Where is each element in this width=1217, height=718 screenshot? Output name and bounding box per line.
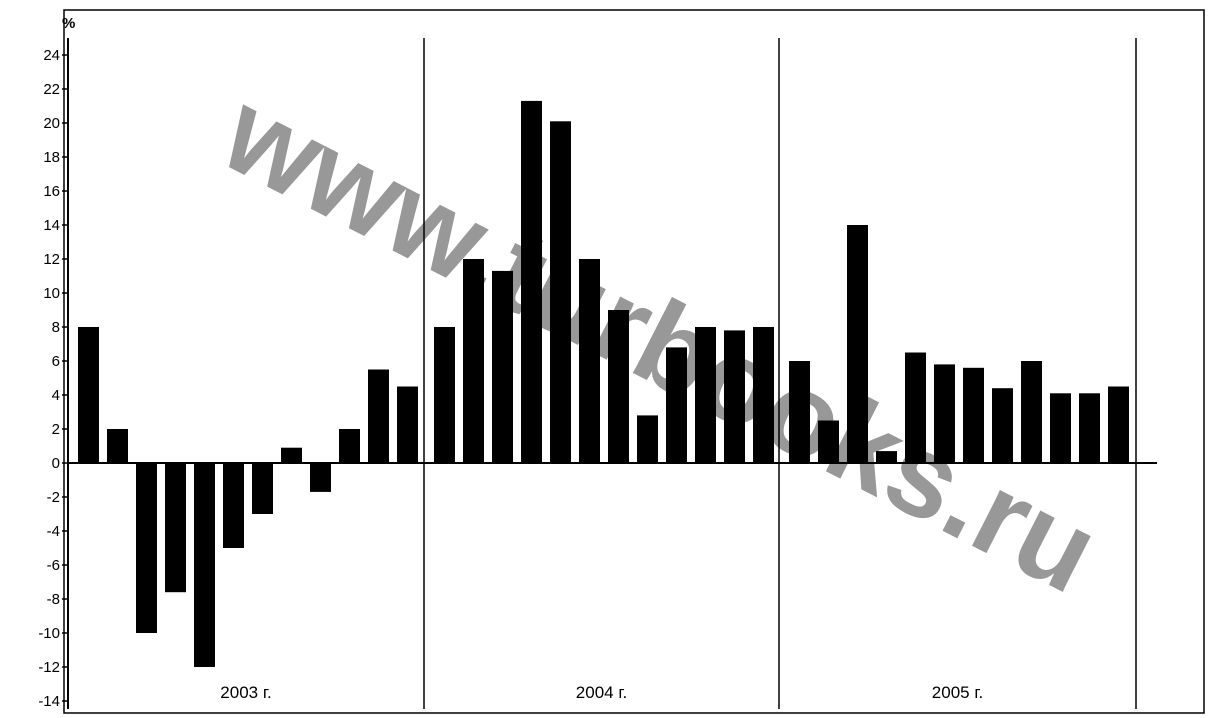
bar	[550, 121, 571, 464]
bar	[1021, 361, 1042, 463]
bar	[339, 429, 360, 463]
bar	[992, 388, 1013, 463]
bar	[521, 100, 542, 464]
bar	[136, 463, 157, 633]
bars-layer	[78, 100, 1129, 667]
bar	[78, 327, 99, 463]
bar	[223, 463, 244, 548]
bar	[281, 447, 302, 463]
y-tick-label: -4	[47, 523, 60, 540]
bar	[695, 327, 716, 463]
bar	[434, 327, 455, 463]
bar	[368, 369, 389, 463]
y-tick-label: -6	[47, 557, 60, 574]
y-tick-label: -10	[38, 625, 60, 642]
y-tick-label: 6	[52, 353, 60, 370]
y-tick-label: 16	[43, 183, 60, 200]
y-tick-label: -12	[38, 659, 60, 676]
bar	[463, 259, 484, 463]
bar	[934, 364, 955, 463]
year-label: 2004 г.	[576, 683, 627, 702]
y-tick-label: 10	[43, 285, 60, 302]
y-tick-label: 12	[43, 251, 60, 268]
unit-label: %	[62, 15, 75, 32]
bar	[905, 352, 926, 463]
year-label: 2005 г.	[932, 683, 983, 702]
bar	[876, 451, 897, 463]
bar	[963, 367, 984, 463]
bar	[608, 310, 629, 463]
y-tick-label: 8	[52, 319, 60, 336]
y-tick-label: 24	[43, 47, 60, 64]
bar	[724, 330, 745, 463]
bar	[1079, 393, 1100, 463]
bar	[847, 225, 868, 463]
bar	[1050, 393, 1071, 463]
bar	[818, 420, 839, 463]
bar	[397, 386, 418, 463]
y-tick-label: 22	[43, 81, 60, 98]
bar	[107, 429, 128, 463]
bar	[194, 463, 215, 667]
y-tick-label: 0	[52, 455, 60, 472]
y-tick-label: -8	[47, 591, 60, 608]
bar	[492, 270, 513, 463]
year-label: 2003 г.	[220, 683, 271, 702]
y-tick-label: 2	[52, 421, 60, 438]
bar	[252, 463, 273, 514]
bar	[579, 259, 600, 463]
bar	[637, 415, 658, 463]
bar	[310, 463, 331, 492]
bar	[789, 361, 810, 463]
y-tick-label: 14	[43, 217, 60, 234]
y-tick-label: 4	[52, 387, 60, 404]
bar	[1108, 386, 1129, 463]
bar	[753, 327, 774, 463]
y-tick-label: 18	[43, 149, 60, 166]
axis-layer	[62, 38, 1157, 709]
bar	[165, 463, 186, 593]
y-tick-label: -14	[38, 693, 60, 710]
y-tick-label: -2	[47, 489, 60, 506]
bar	[666, 347, 687, 463]
y-tick-label: 20	[43, 115, 60, 132]
